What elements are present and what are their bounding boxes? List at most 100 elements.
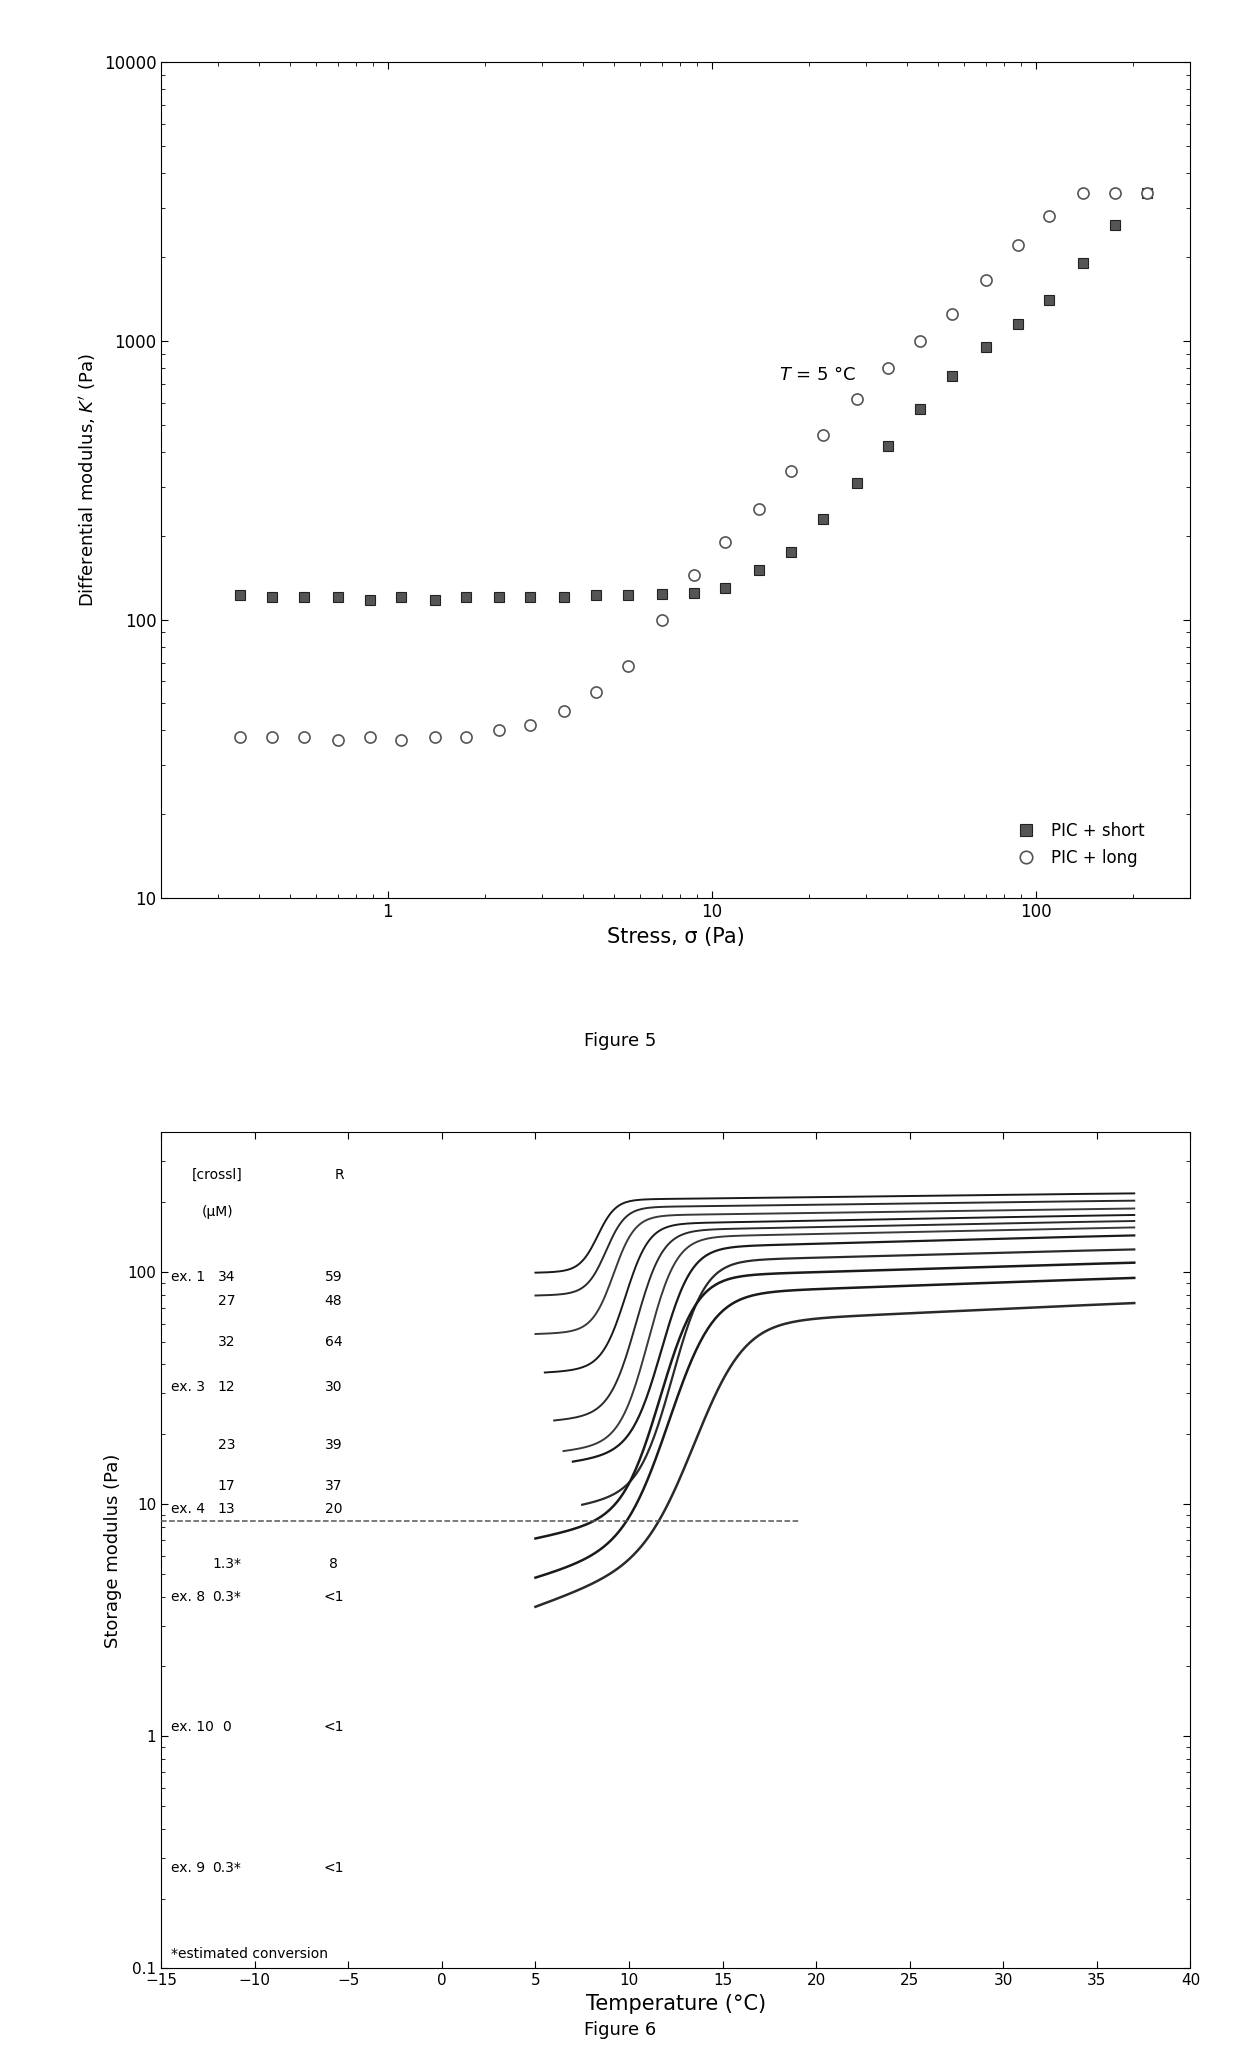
Text: 64: 64 [325,1334,342,1349]
X-axis label: Stress, σ (Pa): Stress, σ (Pa) [606,926,745,947]
PIC + short [362,586,377,611]
PIC + long [393,727,408,752]
PIC + long [620,655,635,680]
PIC + long [944,300,959,325]
PIC + short [686,580,701,605]
PIC + long [1076,180,1091,205]
PIC + long [589,680,604,704]
PIC + short [913,396,928,421]
Text: 27: 27 [218,1295,236,1307]
PIC + short [296,584,311,609]
Text: 0: 0 [222,1720,231,1734]
Text: ex. 4: ex. 4 [171,1502,205,1517]
Text: 48: 48 [325,1295,342,1307]
PIC + long [978,267,993,292]
PIC + short [589,582,604,607]
PIC + long [1011,232,1025,257]
Text: ex. 1: ex. 1 [171,1270,205,1285]
Legend: PIC + short, PIC + long: PIC + short, PIC + long [1003,816,1151,872]
PIC + long [1140,180,1154,205]
Text: 12: 12 [218,1380,236,1394]
Text: 13: 13 [218,1502,236,1517]
PIC + short [978,334,993,358]
Text: 59: 59 [325,1270,342,1285]
Text: 30: 30 [325,1380,342,1394]
PIC + long [784,460,799,485]
Text: Figure 6: Figure 6 [584,2020,656,2039]
PIC + short [264,584,279,609]
PIC + short [393,584,408,609]
Text: 39: 39 [325,1438,342,1452]
Text: 23: 23 [218,1438,236,1452]
Text: 34: 34 [218,1270,236,1285]
PIC + short [1107,213,1122,238]
PIC + short [815,506,830,530]
PIC + short [655,580,670,605]
PIC + long [296,725,311,750]
PIC + short [522,584,537,609]
PIC + short [620,582,635,607]
PIC + short [849,470,864,495]
PIC + long [849,385,864,410]
Text: ex. 3: ex. 3 [171,1380,205,1394]
PIC + short [1011,311,1025,336]
Text: R: R [334,1169,343,1183]
PIC + short [751,557,766,582]
Text: ex. 10: ex. 10 [171,1720,213,1734]
Text: ex. 8: ex. 8 [171,1589,205,1604]
Text: 37: 37 [325,1479,342,1492]
Text: 17: 17 [218,1479,236,1492]
Text: 0.3*: 0.3* [212,1861,241,1875]
Text: <1: <1 [324,1720,343,1734]
PIC + short [557,584,572,609]
PIC + long [913,329,928,354]
PIC + short [880,433,895,458]
PIC + long [815,423,830,448]
Line: PIC + long: PIC + long [234,186,1152,746]
PIC + long [686,562,701,586]
Text: ex. 9: ex. 9 [171,1861,205,1875]
PIC + short [330,584,345,609]
Text: Figure 5: Figure 5 [584,1032,656,1051]
Text: <1: <1 [324,1589,343,1604]
Text: [crossl]: [crossl] [192,1169,243,1183]
PIC + short [233,582,248,607]
PIC + long [491,719,506,744]
Text: 1.3*: 1.3* [212,1558,242,1571]
PIC + long [718,530,733,555]
Text: $T$ = 5 °C: $T$ = 5 °C [779,367,856,383]
PIC + long [880,356,895,381]
Text: *estimated conversion: *estimated conversion [171,1948,327,1962]
PIC + short [1140,180,1154,205]
Text: <1: <1 [324,1861,343,1875]
Text: 32: 32 [218,1334,236,1349]
PIC + long [1042,203,1056,228]
PIC + short [459,584,474,609]
PIC + short [428,586,443,611]
PIC + short [1042,288,1056,313]
PIC + long [751,495,766,520]
PIC + long [233,725,248,750]
PIC + short [944,363,959,387]
PIC + long [330,727,345,752]
PIC + short [784,539,799,564]
Y-axis label: Differential modulus, $K'$ (Pa): Differential modulus, $K'$ (Pa) [77,352,98,607]
Y-axis label: Storage modulus (Pa): Storage modulus (Pa) [104,1452,122,1647]
PIC + long [459,725,474,750]
PIC + short [1076,251,1091,276]
PIC + long [362,725,377,750]
PIC + long [655,607,670,632]
Text: (μM): (μM) [202,1204,233,1218]
PIC + short [718,576,733,601]
Text: 20: 20 [325,1502,342,1517]
X-axis label: Temperature (°C): Temperature (°C) [585,1993,766,2014]
PIC + long [522,713,537,738]
PIC + long [1107,180,1122,205]
Line: PIC + short: PIC + short [236,189,1152,605]
PIC + long [557,698,572,723]
PIC + long [264,725,279,750]
PIC + long [428,725,443,750]
Text: 8: 8 [329,1558,337,1571]
PIC + short [491,584,506,609]
Text: 0.3*: 0.3* [212,1589,241,1604]
